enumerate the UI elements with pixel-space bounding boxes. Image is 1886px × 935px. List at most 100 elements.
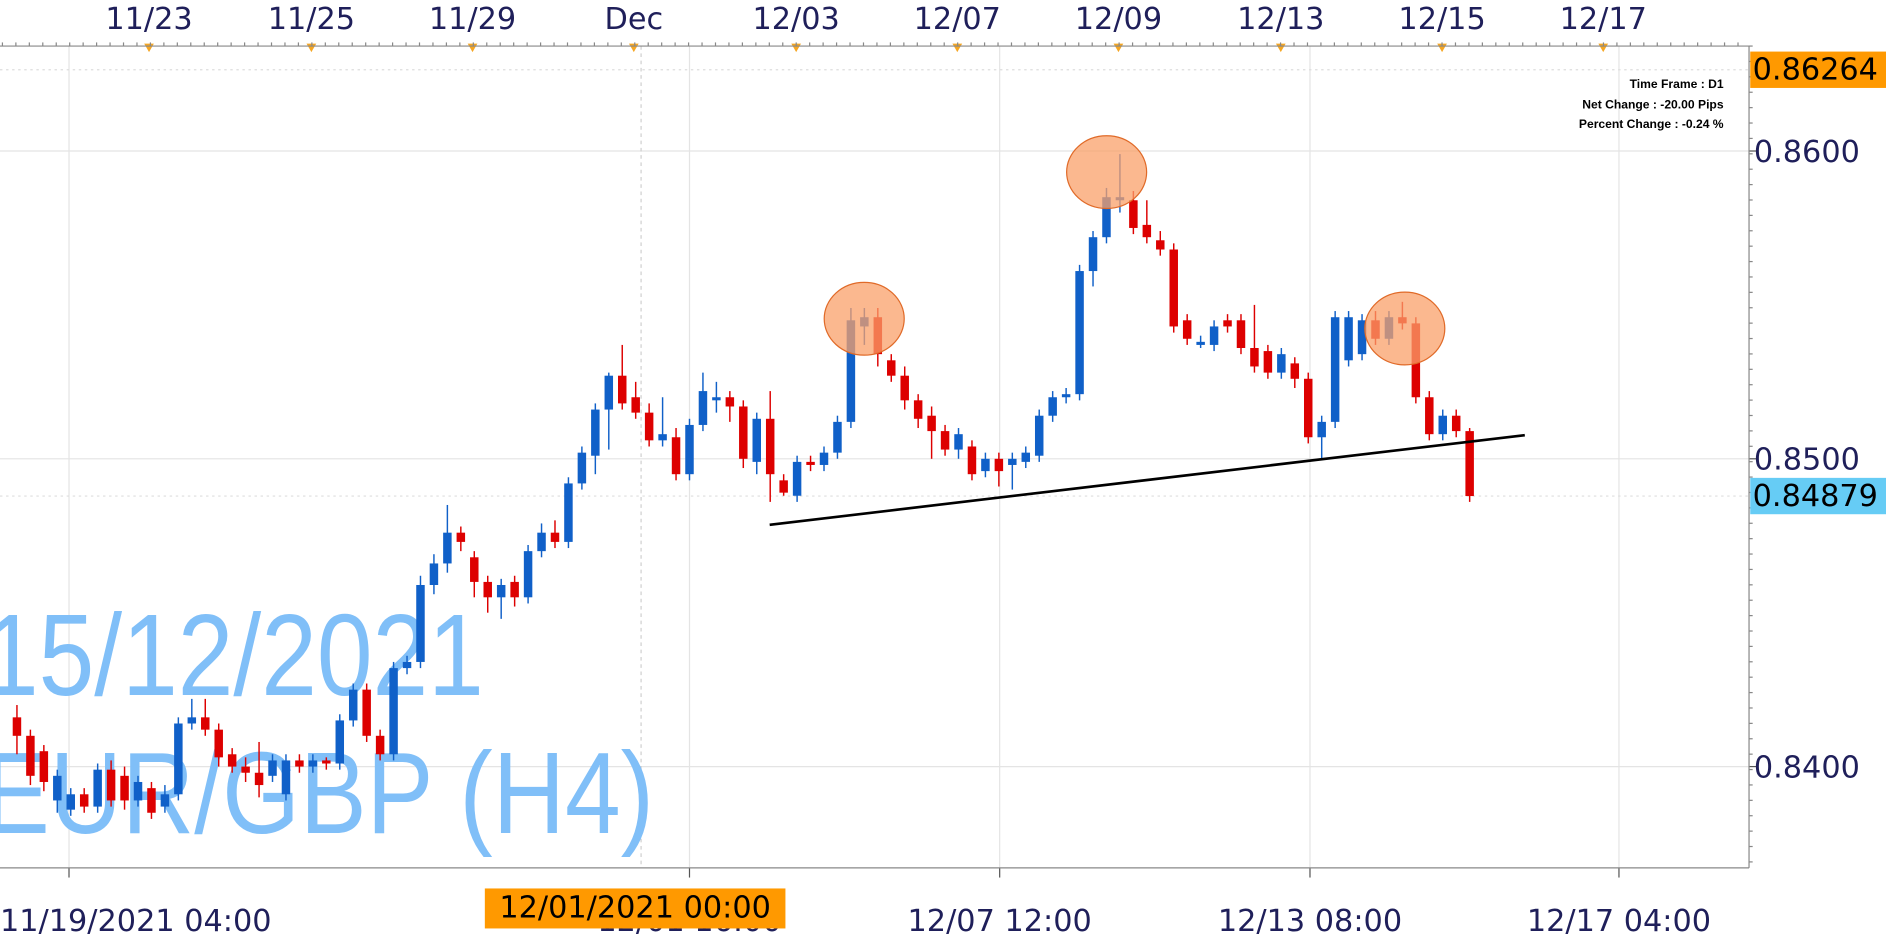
- x2-tick-label: Dec: [604, 2, 663, 37]
- candle-body: [1061, 394, 1071, 398]
- candle-body: [658, 434, 667, 441]
- candle-body: [967, 446, 977, 475]
- price-box: [1750, 51, 1886, 88]
- candle-body: [389, 668, 398, 755]
- trend-line: [769, 433, 1525, 527]
- info-line: Time Frame : D1: [1630, 77, 1724, 91]
- candle-body: [1129, 200, 1138, 228]
- info-line: Percent Change : -0.24 %: [1579, 117, 1724, 131]
- highlight-circle: [823, 281, 905, 356]
- candle-body: [1451, 415, 1461, 432]
- candle-body: [53, 775, 62, 801]
- candle-body: [1303, 378, 1313, 438]
- candle-body: [1196, 341, 1205, 345]
- candle-body: [550, 532, 560, 542]
- y-tick-label: 0.8600: [1754, 135, 1860, 170]
- candle-body: [443, 532, 452, 564]
- candle-body: [470, 557, 479, 582]
- candle-body: [927, 415, 936, 432]
- candle-body: [322, 760, 331, 764]
- candle-body: [604, 375, 614, 410]
- candle-body: [887, 360, 896, 376]
- candle-body: [483, 581, 492, 598]
- candle-body: [712, 397, 721, 401]
- candle-body: [644, 412, 654, 441]
- candle-body: [591, 409, 600, 456]
- x2-tick-label: 11/29: [429, 2, 516, 37]
- candle-body: [227, 754, 237, 767]
- info-line: Net Change : -20.00 Pips: [1582, 98, 1724, 112]
- x2-tick-label: 11/25: [268, 2, 355, 37]
- candle-body: [1021, 452, 1031, 462]
- candle-body: [833, 421, 842, 453]
- crosshair-label: 12/01/2021 00:00: [499, 891, 771, 926]
- x2-tick-label: 12/07: [914, 2, 1001, 37]
- candle-body: [1048, 397, 1057, 416]
- x2-tick-label: 12/15: [1398, 2, 1485, 37]
- crosshair-box: [484, 888, 786, 929]
- x2-tick-label: 12/03: [753, 2, 840, 37]
- x-tick-label: 11/19/2021 04:00: [0, 904, 272, 935]
- candle-body: [308, 760, 318, 767]
- candle-body: [1075, 271, 1084, 395]
- x2-tick-label: 12/17: [1560, 2, 1647, 37]
- candle-body: [66, 794, 75, 810]
- x-tick-label: 12/13 08:00: [1218, 904, 1402, 935]
- candle-body: [254, 772, 264, 786]
- candle-body: [1236, 320, 1246, 348]
- candle-body: [940, 431, 950, 450]
- candle-body: [1250, 347, 1259, 367]
- candle-body: [913, 400, 923, 419]
- candle-body: [1263, 351, 1273, 373]
- candle-body: [335, 720, 345, 764]
- price-box: [1750, 477, 1886, 515]
- candle-body: [577, 452, 587, 484]
- candle-body: [348, 689, 358, 721]
- candle-body: [79, 794, 89, 807]
- candle-body: [806, 461, 815, 465]
- candle-body: [93, 769, 102, 807]
- candle-body: [819, 452, 829, 465]
- candle-body: [1008, 458, 1017, 465]
- candle-body: [214, 729, 223, 758]
- candle-body: [994, 458, 1004, 472]
- candle-body: [160, 794, 170, 807]
- candle-body: [523, 551, 533, 598]
- y-tick-label: 0.8400: [1754, 751, 1860, 786]
- candle-body: [765, 418, 775, 475]
- candle-body: [1330, 317, 1340, 422]
- candle-body: [685, 424, 694, 475]
- price-label: 0.84879: [1753, 479, 1878, 514]
- x-tick-label: 12/07 12:00: [908, 904, 1092, 935]
- candle-body: [12, 717, 22, 736]
- candle-body: [496, 584, 506, 598]
- candle-body: [1169, 249, 1178, 327]
- candle-body: [1142, 224, 1152, 238]
- candle-body: [900, 375, 909, 401]
- candle-body: [1088, 237, 1098, 272]
- candle-body: [537, 532, 546, 552]
- highlight-circle: [1066, 135, 1148, 210]
- candle-body: [1290, 363, 1300, 379]
- candle-body: [39, 751, 49, 782]
- x2-tick-label: 12/13: [1237, 2, 1324, 37]
- candle-body: [187, 717, 197, 724]
- candle-body: [617, 375, 627, 404]
- candle-body: [201, 717, 210, 730]
- candle-body: [981, 458, 990, 472]
- candle-body: [1425, 397, 1434, 435]
- candle-body: [954, 434, 963, 450]
- candle-body: [846, 320, 856, 422]
- candle-body: [752, 418, 761, 462]
- candle-body: [120, 775, 129, 801]
- candle-body: [1102, 197, 1111, 238]
- candle-body: [671, 437, 681, 475]
- candle-body: [725, 397, 735, 407]
- candle-body: [429, 563, 439, 585]
- candle-body: [1465, 431, 1474, 497]
- candle-body: [1156, 240, 1165, 250]
- candle-body: [792, 461, 802, 496]
- x2-tick: [1113, 43, 1124, 53]
